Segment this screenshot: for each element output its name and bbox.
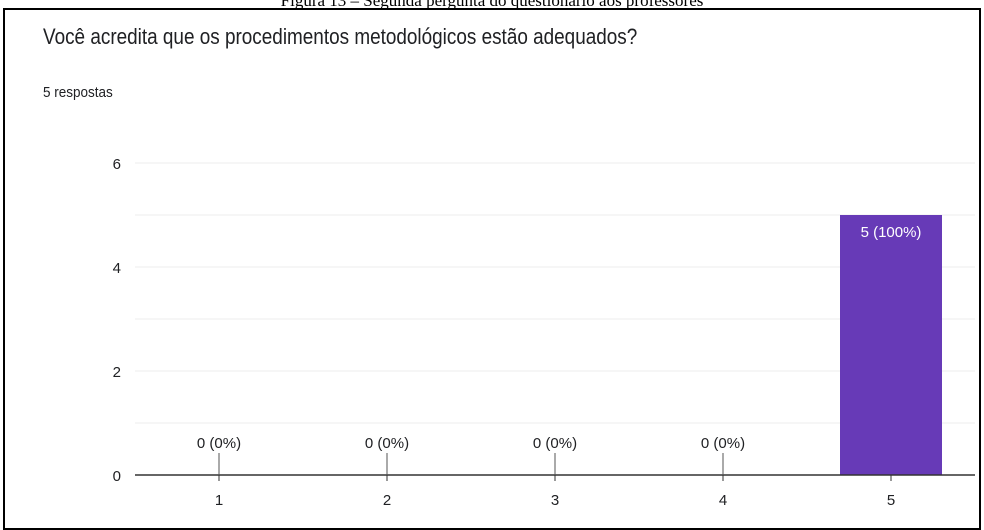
data-label: 0 (0%) <box>197 435 241 452</box>
data-label: 0 (0%) <box>701 435 745 452</box>
bar <box>840 215 942 475</box>
bar-chart: 0 2 4 6 1 2 3 4 5 0 (0%) 0 (0%) 0 (0%) 0 (0%) 5 (100… <box>113 156 975 509</box>
data-label: 0 (0%) <box>533 435 577 452</box>
data-label: 0 (0%) <box>365 435 409 452</box>
y-tick-label: 2 <box>113 364 121 381</box>
y-tick-label: 6 <box>113 156 121 173</box>
x-tick-label: 1 <box>215 492 223 509</box>
chart-card: Você acredita que os procedimentos metod… <box>3 8 981 530</box>
figure-caption: Figura 13 – Segunda pergunta do question… <box>280 0 704 10</box>
y-tick-label: 0 <box>113 468 121 485</box>
x-tick-label: 4 <box>719 492 727 509</box>
question-title: Você acredita que os procedimentos metod… <box>43 24 638 49</box>
data-label: 5 (100%) <box>861 224 922 241</box>
x-tick-label: 2 <box>383 492 391 509</box>
x-tick-label: 5 <box>887 492 895 509</box>
y-tick-label: 4 <box>113 260 121 277</box>
bars <box>840 215 942 475</box>
grid-lines <box>135 162 975 424</box>
response-count: 5 respostas <box>43 84 113 101</box>
data-labels: 0 (0%) 0 (0%) 0 (0%) 0 (0%) 5 (100%) <box>197 224 922 475</box>
x-tick-label: 3 <box>551 492 559 509</box>
